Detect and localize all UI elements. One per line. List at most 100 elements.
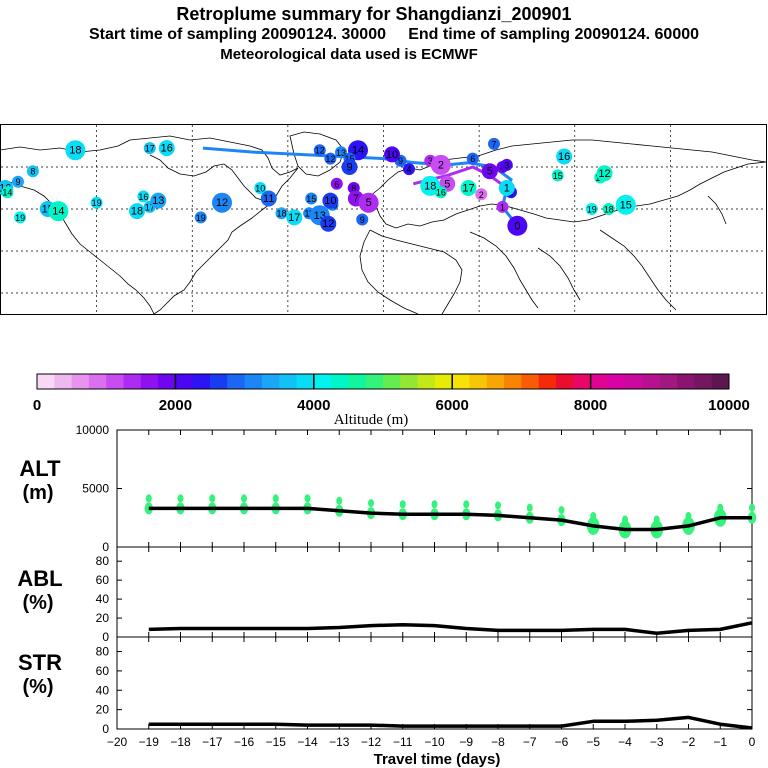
plume-marker <box>585 203 598 215</box>
colorbar-tick-label: 10000 <box>708 397 750 414</box>
x-tick-label: −13 <box>329 735 350 749</box>
alt-spread-blob <box>558 506 565 515</box>
plume-marker-label: 9 <box>398 156 403 166</box>
plume-marker-label: 9 <box>346 162 352 174</box>
plume-marker-label: 2 <box>438 159 444 171</box>
plume-marker-label: 13 <box>152 195 164 207</box>
x-tick-label: −1 <box>713 735 727 749</box>
plume-marker <box>143 142 156 155</box>
alt-ytick-label: 10000 <box>76 423 110 437</box>
plume-marker-label: 13 <box>336 148 346 158</box>
abl-unit: (%) <box>22 592 53 614</box>
plume-marker <box>1 186 14 199</box>
sampling-times: Start time of sampling 20090124. 30000 E… <box>88 26 700 43</box>
colorbar-swatch <box>538 374 557 389</box>
x-tick-label: −4 <box>618 735 632 749</box>
plume-marker-label: 18 <box>276 209 286 219</box>
x-tick-label: −18 <box>170 735 191 749</box>
plume-marker-label: 18 <box>424 180 436 192</box>
x-tick-label: −20 <box>107 735 128 749</box>
alt-spread-blob <box>144 502 153 515</box>
plume-marker <box>194 211 207 224</box>
alt-spread-blob <box>463 500 470 509</box>
plume-marker-label: 6 <box>470 154 475 164</box>
alt-spread-blob <box>145 494 152 503</box>
plume-marker-label: 2 <box>479 190 484 200</box>
colorbar-swatch <box>642 374 661 389</box>
plume-marker <box>330 177 343 190</box>
plume-marker-label: 3 <box>428 156 433 166</box>
plume-marker-label: 17 <box>462 183 474 195</box>
plume-marker-label: 15 <box>553 171 563 181</box>
alt-spread-blob <box>495 501 501 510</box>
plume-marker-label: 12 <box>315 146 325 156</box>
plume-marker <box>551 169 564 182</box>
colorbar-swatch <box>348 374 367 389</box>
colorbar-tick-label: 2000 <box>159 397 192 414</box>
colorbar-swatch <box>279 374 297 389</box>
plume-marker-label: 19 <box>196 213 206 223</box>
colorbar-swatch <box>54 374 72 389</box>
plume-marker-label: 18 <box>131 206 143 218</box>
plume-marker-label: 12 <box>598 168 610 180</box>
colorbar-swatch <box>140 374 159 389</box>
plume-marker-label: 14 <box>52 206 64 218</box>
alt-spread-blob <box>399 500 406 509</box>
colorbar-swatch <box>504 374 522 389</box>
plume-marker-label: 15 <box>306 194 316 204</box>
plume-marker <box>275 207 288 220</box>
x-axis-title: Travel time (days) <box>374 751 501 768</box>
alt-spread-blob <box>431 500 438 509</box>
x-tick-label: −15 <box>266 735 287 749</box>
colorbar-swatch <box>417 374 436 389</box>
colorbar-frame <box>36 373 730 390</box>
colorbar-swatch <box>452 374 470 389</box>
colorbar-swatch <box>625 374 643 389</box>
colorbar-swatch <box>486 374 505 389</box>
map-panel: 1889161419151419181716131912111017161213… <box>0 124 767 315</box>
alt-series-line <box>148 506 752 532</box>
plume-marker <box>384 146 400 163</box>
alt-spread-blob <box>368 499 374 508</box>
abl-frame <box>116 546 753 638</box>
plume-marker-label: 7 <box>491 139 496 149</box>
plume-marker <box>305 192 318 205</box>
plume-marker-label: 19 <box>15 213 25 223</box>
str-ytick-label: 60 <box>96 664 110 678</box>
plume-marker-label: 17 <box>145 202 155 212</box>
x-tick-label: −5 <box>586 735 600 749</box>
plume-marker-label: 16 <box>161 143 173 155</box>
plume-marker-label: 16 <box>558 151 570 163</box>
alt-panel: 10000 5000 0 <box>76 423 757 554</box>
colorbar-swatch <box>175 374 194 389</box>
str-label: STR <box>18 650 62 675</box>
str-ytick-label: 80 <box>96 645 110 659</box>
plume-marker <box>260 190 277 207</box>
plume-marker-label: 12 <box>322 218 334 230</box>
x-tick-label: −6 <box>555 735 569 749</box>
str-ytick-label: 40 <box>96 683 110 697</box>
alt-spread-blob <box>717 503 724 512</box>
plume-marker <box>150 192 167 209</box>
colorbar-swatch <box>123 374 142 389</box>
colorbar-swatch <box>227 374 245 389</box>
plume-marker-label: 10 <box>255 184 265 194</box>
colorbar-swatch <box>659 374 678 389</box>
alt-spread-blob <box>653 515 660 524</box>
plume-marker-label: 14 <box>352 145 364 157</box>
alt-spread-blob <box>177 494 184 503</box>
plume-marker <box>602 203 615 215</box>
plume-marker <box>14 211 27 224</box>
colorbar-swatch <box>365 374 384 389</box>
plume-marker <box>556 148 573 165</box>
plume-marker-label: 17 <box>288 212 300 224</box>
plume-marker <box>475 188 488 201</box>
plume-marker <box>596 165 613 182</box>
colorbar-swatch <box>383 374 401 389</box>
colorbar-tick-label: 0 <box>33 397 41 414</box>
str-ytick-label: 0 <box>102 722 109 736</box>
plume-marker <box>65 140 86 161</box>
x-tick-label: −3 <box>650 735 664 749</box>
str-series-line <box>148 715 753 730</box>
